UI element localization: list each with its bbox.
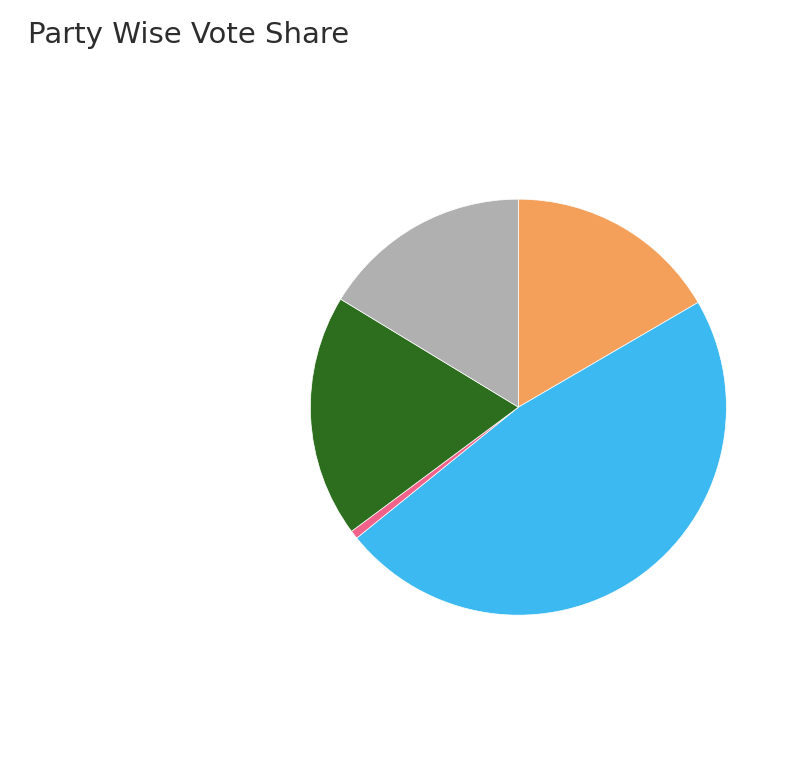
- Wedge shape: [341, 199, 518, 407]
- Wedge shape: [310, 299, 518, 532]
- Wedge shape: [351, 407, 518, 538]
- Text: Party Wise Vote Share: Party Wise Vote Share: [28, 21, 349, 49]
- Wedge shape: [357, 302, 726, 615]
- Wedge shape: [518, 199, 698, 407]
